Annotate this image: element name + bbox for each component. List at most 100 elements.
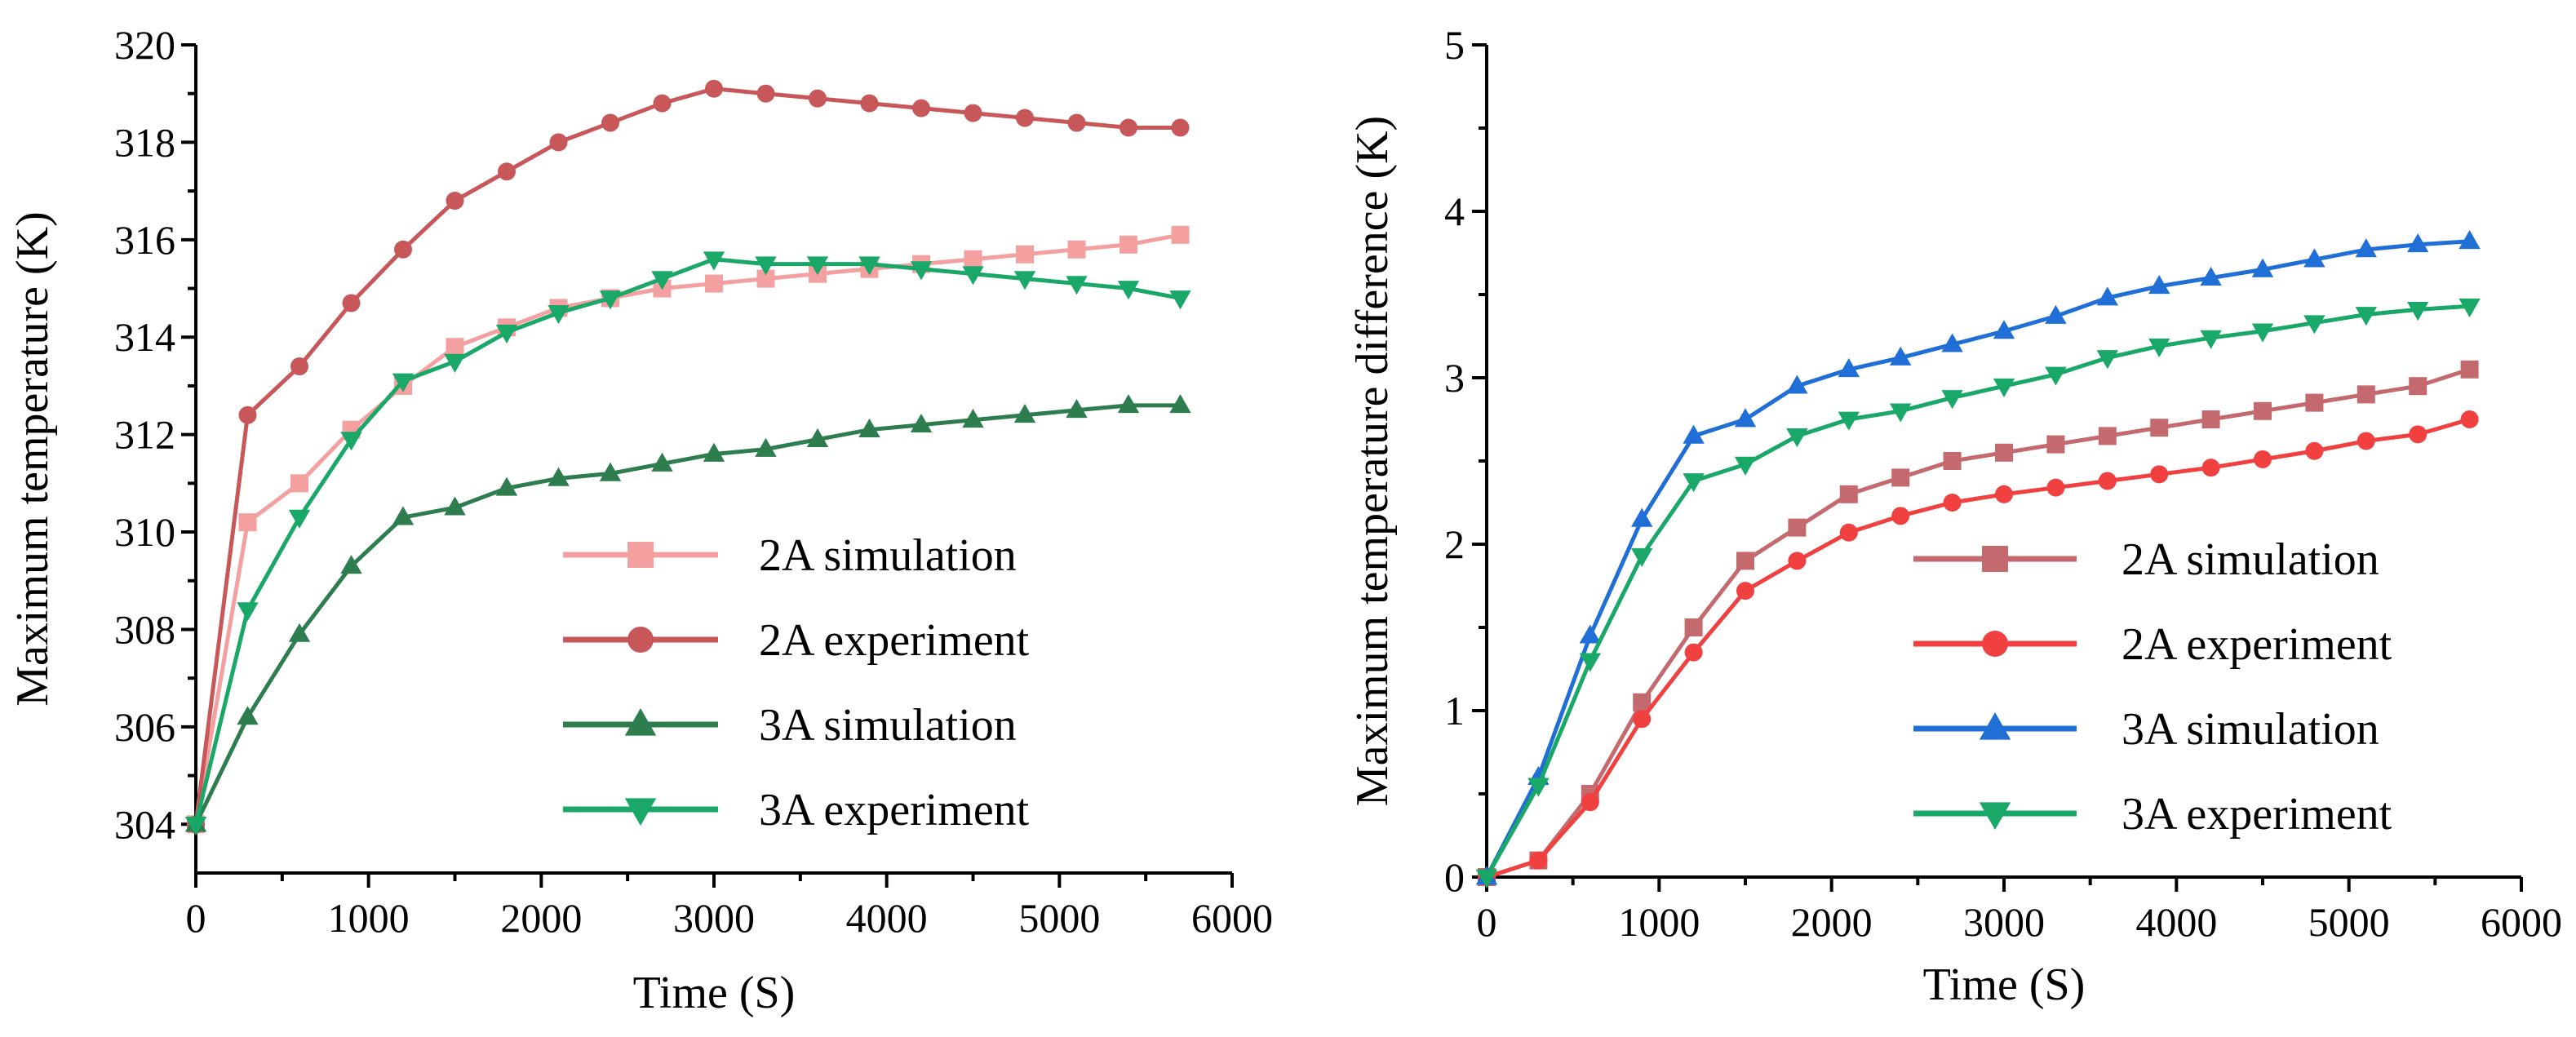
- data-point: [858, 256, 880, 276]
- data-point: [290, 474, 308, 493]
- data-point: [2201, 459, 2220, 477]
- data-point: [2150, 419, 2169, 437]
- data-point: [2357, 432, 2375, 450]
- data-point: [290, 357, 308, 376]
- data-point: [910, 413, 933, 433]
- data-point: [340, 432, 362, 451]
- data-point: [964, 250, 982, 268]
- data-point: [1839, 485, 1858, 503]
- data-point: [1633, 710, 1652, 729]
- data-point: [446, 192, 464, 211]
- data-point: [809, 89, 827, 108]
- data-point: [755, 256, 777, 276]
- legend-label: 3A simulation: [759, 700, 1017, 751]
- data-point: [806, 428, 829, 447]
- data-point: [2303, 248, 2325, 268]
- data-point: [1683, 473, 1705, 493]
- data-point: [1684, 643, 1703, 662]
- data-point: [342, 294, 361, 312]
- data-point: [1684, 618, 1703, 636]
- data-point: [1169, 290, 1191, 310]
- y-tick-label: 5: [1444, 22, 1465, 68]
- data-point: [1171, 225, 1190, 244]
- y-tick-label: 2: [1444, 521, 1465, 567]
- data-point: [1993, 378, 2015, 397]
- series-3a-experiment: [1475, 298, 2481, 889]
- data-point: [1631, 507, 1653, 527]
- data-point: [755, 437, 777, 457]
- data-point: [2148, 338, 2170, 357]
- series-line: [193, 233, 1181, 825]
- data-point: [2407, 233, 2429, 253]
- y-tick-label: 304: [114, 801, 175, 847]
- data-point: [1117, 281, 1140, 300]
- data-point: [1941, 333, 1963, 352]
- legend-marker: [627, 627, 654, 653]
- data-point: [2303, 315, 2325, 335]
- data-point: [2200, 266, 2222, 286]
- data-point: [2046, 478, 2065, 497]
- series-3a-simulation: [184, 394, 1191, 832]
- x-axis-label: Time (S): [1923, 959, 2086, 1010]
- data-point: [2150, 465, 2169, 484]
- data-point: [2201, 410, 2220, 428]
- data-point: [705, 274, 723, 293]
- data-point: [444, 353, 466, 373]
- legend-label: 2A simulation: [759, 530, 1017, 581]
- legend-marker: [1982, 631, 2008, 657]
- data-point: [444, 496, 466, 516]
- data-point: [1995, 443, 2013, 462]
- x-tick-label: 0: [1477, 899, 1497, 945]
- legend-label: 3A experiment: [759, 785, 1030, 835]
- max-temperature-chart: 0 1000 2000 3000 4000 5000 6000 304 306 308 310 312…: [7, 22, 1273, 1018]
- data-point: [1475, 869, 1498, 889]
- series-line: [193, 86, 1181, 825]
- data-point: [2098, 427, 2117, 445]
- y-tick-label: 312: [114, 412, 175, 458]
- data-point: [651, 452, 673, 472]
- data-point: [1788, 552, 1807, 570]
- data-point: [1579, 653, 1601, 672]
- legend-label: 3A experiment: [2122, 789, 2392, 840]
- data-point: [703, 251, 725, 271]
- y-tick-label: 318: [114, 119, 175, 165]
- series-2a-experiment: [1478, 410, 2479, 886]
- series-line: [193, 403, 1181, 826]
- data-point: [2098, 472, 2117, 490]
- data-point: [1016, 109, 1034, 127]
- legend-marker: [624, 798, 657, 826]
- data-point: [1890, 346, 1912, 366]
- x-tick-label: 3000: [1963, 899, 2045, 945]
- data-point: [548, 467, 570, 486]
- data-point: [2254, 450, 2272, 468]
- data-point: [1117, 394, 1140, 414]
- x-tick-label: 1000: [1618, 899, 1700, 945]
- data-point: [1527, 778, 1550, 797]
- x-tick-label: 1000: [328, 895, 410, 941]
- data-point: [599, 290, 622, 310]
- series-3a-experiment: [184, 251, 1191, 836]
- data-point: [2254, 401, 2272, 420]
- data-point: [653, 94, 672, 113]
- data-point: [1941, 390, 1963, 410]
- data-point: [1683, 424, 1705, 444]
- legend-marker: [1979, 802, 2011, 830]
- data-point: [1993, 320, 2015, 339]
- data-point: [1016, 245, 1034, 264]
- data-point: [1581, 793, 1599, 812]
- y-axis-label: Maximum temperature (K): [7, 211, 58, 706]
- legend-label: 3A simulation: [2122, 704, 2379, 755]
- x-tick-label: 6000: [2481, 899, 2562, 945]
- y-tick-label: 314: [114, 314, 175, 360]
- x-tick-label: 0: [186, 895, 206, 941]
- data-point: [548, 305, 570, 325]
- data-point: [703, 442, 725, 462]
- x-tick-label: 5000: [1018, 895, 1100, 941]
- data-point: [756, 84, 775, 103]
- data-point: [2045, 366, 2067, 386]
- data-point: [394, 240, 412, 259]
- data-point: [858, 418, 880, 438]
- series-2a-simulation: [187, 225, 1190, 834]
- data-point: [651, 271, 673, 290]
